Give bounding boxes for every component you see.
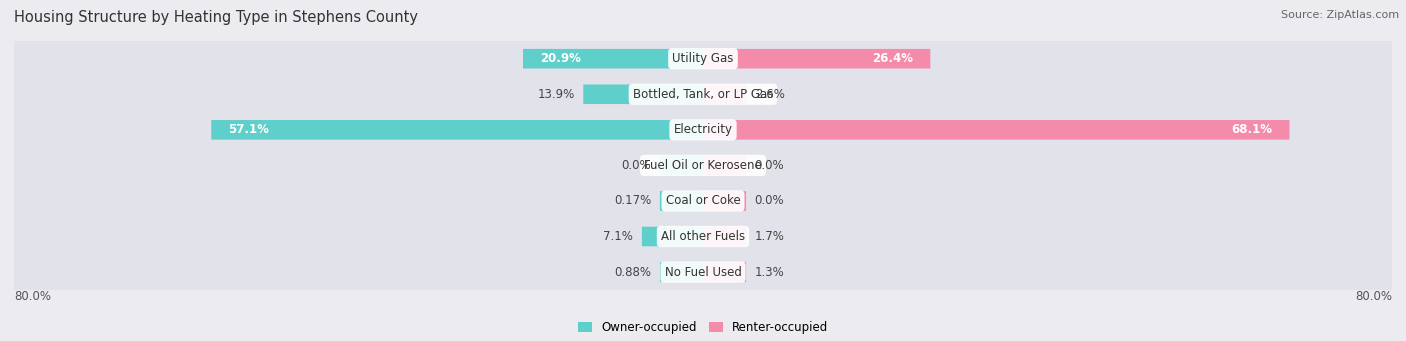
Text: 2.6%: 2.6% bbox=[755, 88, 785, 101]
FancyBboxPatch shape bbox=[703, 227, 747, 246]
FancyBboxPatch shape bbox=[703, 120, 1289, 139]
Text: Source: ZipAtlas.com: Source: ZipAtlas.com bbox=[1281, 10, 1399, 20]
Text: 1.3%: 1.3% bbox=[755, 266, 785, 279]
FancyBboxPatch shape bbox=[11, 122, 1395, 209]
Text: 26.4%: 26.4% bbox=[872, 52, 912, 65]
Text: No Fuel Used: No Fuel Used bbox=[665, 266, 741, 279]
Text: 0.0%: 0.0% bbox=[755, 159, 785, 172]
FancyBboxPatch shape bbox=[703, 155, 747, 175]
Text: Coal or Coke: Coal or Coke bbox=[665, 194, 741, 207]
Text: All other Fuels: All other Fuels bbox=[661, 230, 745, 243]
Text: 20.9%: 20.9% bbox=[540, 52, 581, 65]
Text: 0.0%: 0.0% bbox=[755, 194, 785, 207]
Text: 1.7%: 1.7% bbox=[755, 230, 785, 243]
Text: 80.0%: 80.0% bbox=[14, 290, 51, 303]
FancyBboxPatch shape bbox=[11, 158, 1395, 244]
FancyBboxPatch shape bbox=[583, 85, 703, 104]
Text: 80.0%: 80.0% bbox=[1355, 290, 1392, 303]
FancyBboxPatch shape bbox=[659, 262, 703, 282]
Text: 0.88%: 0.88% bbox=[614, 266, 651, 279]
FancyBboxPatch shape bbox=[703, 262, 747, 282]
FancyBboxPatch shape bbox=[659, 155, 703, 175]
Text: Fuel Oil or Kerosene: Fuel Oil or Kerosene bbox=[644, 159, 762, 172]
Text: 0.17%: 0.17% bbox=[614, 194, 651, 207]
FancyBboxPatch shape bbox=[11, 193, 1395, 280]
FancyBboxPatch shape bbox=[11, 229, 1395, 315]
FancyBboxPatch shape bbox=[703, 49, 931, 69]
FancyBboxPatch shape bbox=[659, 191, 703, 211]
Text: 57.1%: 57.1% bbox=[229, 123, 270, 136]
Text: Housing Structure by Heating Type in Stephens County: Housing Structure by Heating Type in Ste… bbox=[14, 10, 418, 25]
Text: 7.1%: 7.1% bbox=[603, 230, 633, 243]
Text: Bottled, Tank, or LP Gas: Bottled, Tank, or LP Gas bbox=[633, 88, 773, 101]
FancyBboxPatch shape bbox=[523, 49, 703, 69]
FancyBboxPatch shape bbox=[211, 120, 703, 139]
FancyBboxPatch shape bbox=[643, 227, 703, 246]
FancyBboxPatch shape bbox=[703, 85, 747, 104]
FancyBboxPatch shape bbox=[703, 191, 747, 211]
FancyBboxPatch shape bbox=[11, 51, 1395, 138]
Text: 68.1%: 68.1% bbox=[1232, 123, 1272, 136]
Legend: Owner-occupied, Renter-occupied: Owner-occupied, Renter-occupied bbox=[572, 316, 834, 339]
Text: 13.9%: 13.9% bbox=[537, 88, 575, 101]
Text: Electricity: Electricity bbox=[673, 123, 733, 136]
Text: Utility Gas: Utility Gas bbox=[672, 52, 734, 65]
FancyBboxPatch shape bbox=[11, 86, 1395, 173]
FancyBboxPatch shape bbox=[11, 15, 1395, 102]
Text: 0.0%: 0.0% bbox=[621, 159, 651, 172]
